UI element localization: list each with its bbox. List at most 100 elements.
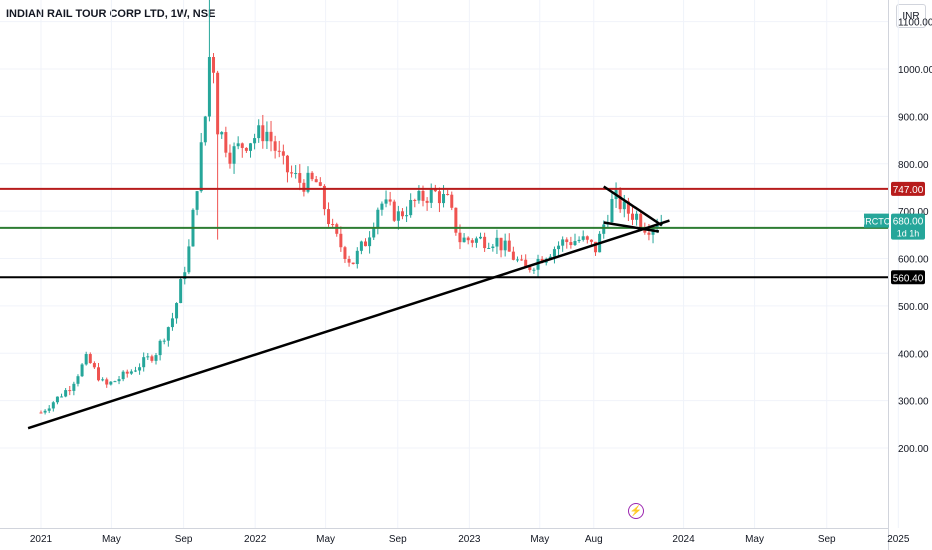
candle-body bbox=[647, 232, 651, 235]
candle-body bbox=[331, 224, 335, 226]
candle-body bbox=[220, 132, 224, 135]
candle-body bbox=[129, 371, 133, 374]
candle-body bbox=[298, 173, 302, 183]
candle-body bbox=[179, 279, 183, 304]
candle-body bbox=[446, 194, 450, 196]
candle-body bbox=[170, 318, 174, 328]
candle-body bbox=[105, 379, 109, 385]
candle-body bbox=[429, 188, 433, 203]
y-tick-label: 400.00 bbox=[898, 349, 929, 360]
candle-body bbox=[503, 240, 507, 251]
candle-body bbox=[39, 412, 43, 414]
candle-body bbox=[183, 272, 187, 280]
candle-body bbox=[72, 383, 76, 391]
candle-body bbox=[306, 172, 310, 192]
candle-body bbox=[458, 232, 462, 243]
currency-button[interactable]: INR bbox=[896, 4, 926, 28]
candle-body bbox=[622, 201, 626, 210]
candle-body bbox=[548, 256, 552, 259]
candle-body bbox=[253, 138, 257, 144]
candle-body bbox=[388, 199, 392, 202]
candle-body bbox=[101, 379, 105, 381]
candle-body bbox=[88, 354, 92, 364]
candle-body bbox=[322, 185, 326, 210]
candle-body bbox=[618, 190, 622, 210]
candle-body bbox=[339, 233, 343, 248]
candle-body bbox=[655, 225, 659, 228]
trend-line bbox=[603, 185, 663, 227]
candle-body bbox=[142, 357, 146, 368]
candle-body bbox=[166, 327, 170, 341]
candle-body bbox=[433, 188, 437, 192]
candle-body bbox=[240, 143, 244, 148]
candle-body bbox=[462, 237, 466, 243]
y-tick-label: 1100.00 bbox=[898, 18, 932, 29]
candle-body bbox=[294, 173, 298, 175]
candle-body bbox=[524, 259, 528, 267]
candle-body bbox=[532, 269, 536, 271]
candle-body bbox=[285, 155, 289, 173]
candle-body bbox=[483, 236, 487, 249]
candle-body bbox=[630, 213, 634, 220]
candle-body bbox=[351, 262, 355, 265]
candle-body bbox=[454, 207, 458, 233]
candle-body bbox=[491, 246, 495, 248]
candle-body bbox=[511, 251, 515, 260]
candle-body bbox=[577, 239, 581, 242]
trend-line bbox=[603, 221, 660, 233]
candle-body bbox=[207, 56, 211, 117]
candle-body bbox=[84, 354, 88, 365]
candle-body bbox=[602, 224, 606, 234]
x-tick-label: May bbox=[745, 534, 764, 545]
candle-body bbox=[281, 151, 285, 156]
candle-body bbox=[499, 237, 503, 251]
y-tick-label: 300.00 bbox=[898, 397, 929, 408]
candle-body bbox=[60, 396, 64, 398]
candle-body bbox=[376, 209, 380, 228]
candle-body bbox=[248, 143, 252, 151]
symbol-label-box bbox=[864, 213, 889, 228]
candle-body bbox=[442, 194, 446, 204]
candle-body bbox=[581, 236, 585, 240]
candle-body bbox=[355, 250, 359, 265]
candle-body bbox=[121, 371, 125, 380]
candle-body bbox=[421, 190, 425, 201]
candle-body bbox=[117, 379, 121, 382]
candle-body bbox=[64, 390, 68, 397]
candle-body bbox=[265, 131, 269, 142]
candle-body bbox=[236, 143, 240, 147]
trend-line bbox=[27, 219, 670, 430]
y-tick-label: 900.00 bbox=[898, 112, 929, 123]
candle-body bbox=[380, 203, 384, 210]
x-tick-label: May bbox=[102, 534, 121, 545]
candle-body bbox=[318, 182, 322, 186]
candle-body bbox=[216, 72, 220, 135]
candle-body bbox=[133, 370, 137, 372]
candle-body bbox=[97, 367, 101, 381]
candle-body bbox=[515, 259, 519, 261]
candle-body bbox=[507, 240, 511, 252]
level-label-text: 747.00 bbox=[893, 185, 924, 196]
candle-body bbox=[261, 125, 265, 142]
y-tick-label: 600.00 bbox=[898, 255, 929, 266]
lightning-icon[interactable]: ⚡ bbox=[628, 503, 644, 519]
candle-body bbox=[528, 266, 532, 271]
candle-body bbox=[347, 259, 351, 263]
candle-body bbox=[47, 408, 51, 411]
x-tick-label: May bbox=[530, 534, 549, 545]
candle-body bbox=[277, 150, 281, 152]
candle-body bbox=[244, 147, 248, 151]
candle-body bbox=[269, 131, 273, 142]
candle-body bbox=[392, 201, 396, 221]
x-tick-label: 2021 bbox=[30, 534, 53, 545]
candle-body bbox=[314, 179, 318, 183]
x-tick-label: 2022 bbox=[244, 534, 267, 545]
candle-body bbox=[409, 199, 413, 216]
candle-body bbox=[368, 237, 372, 247]
candle-body bbox=[573, 241, 577, 246]
candle-body bbox=[203, 116, 207, 143]
level-label-box bbox=[891, 181, 925, 196]
candle-body bbox=[359, 241, 363, 251]
x-tick-label: 2023 bbox=[458, 534, 481, 545]
